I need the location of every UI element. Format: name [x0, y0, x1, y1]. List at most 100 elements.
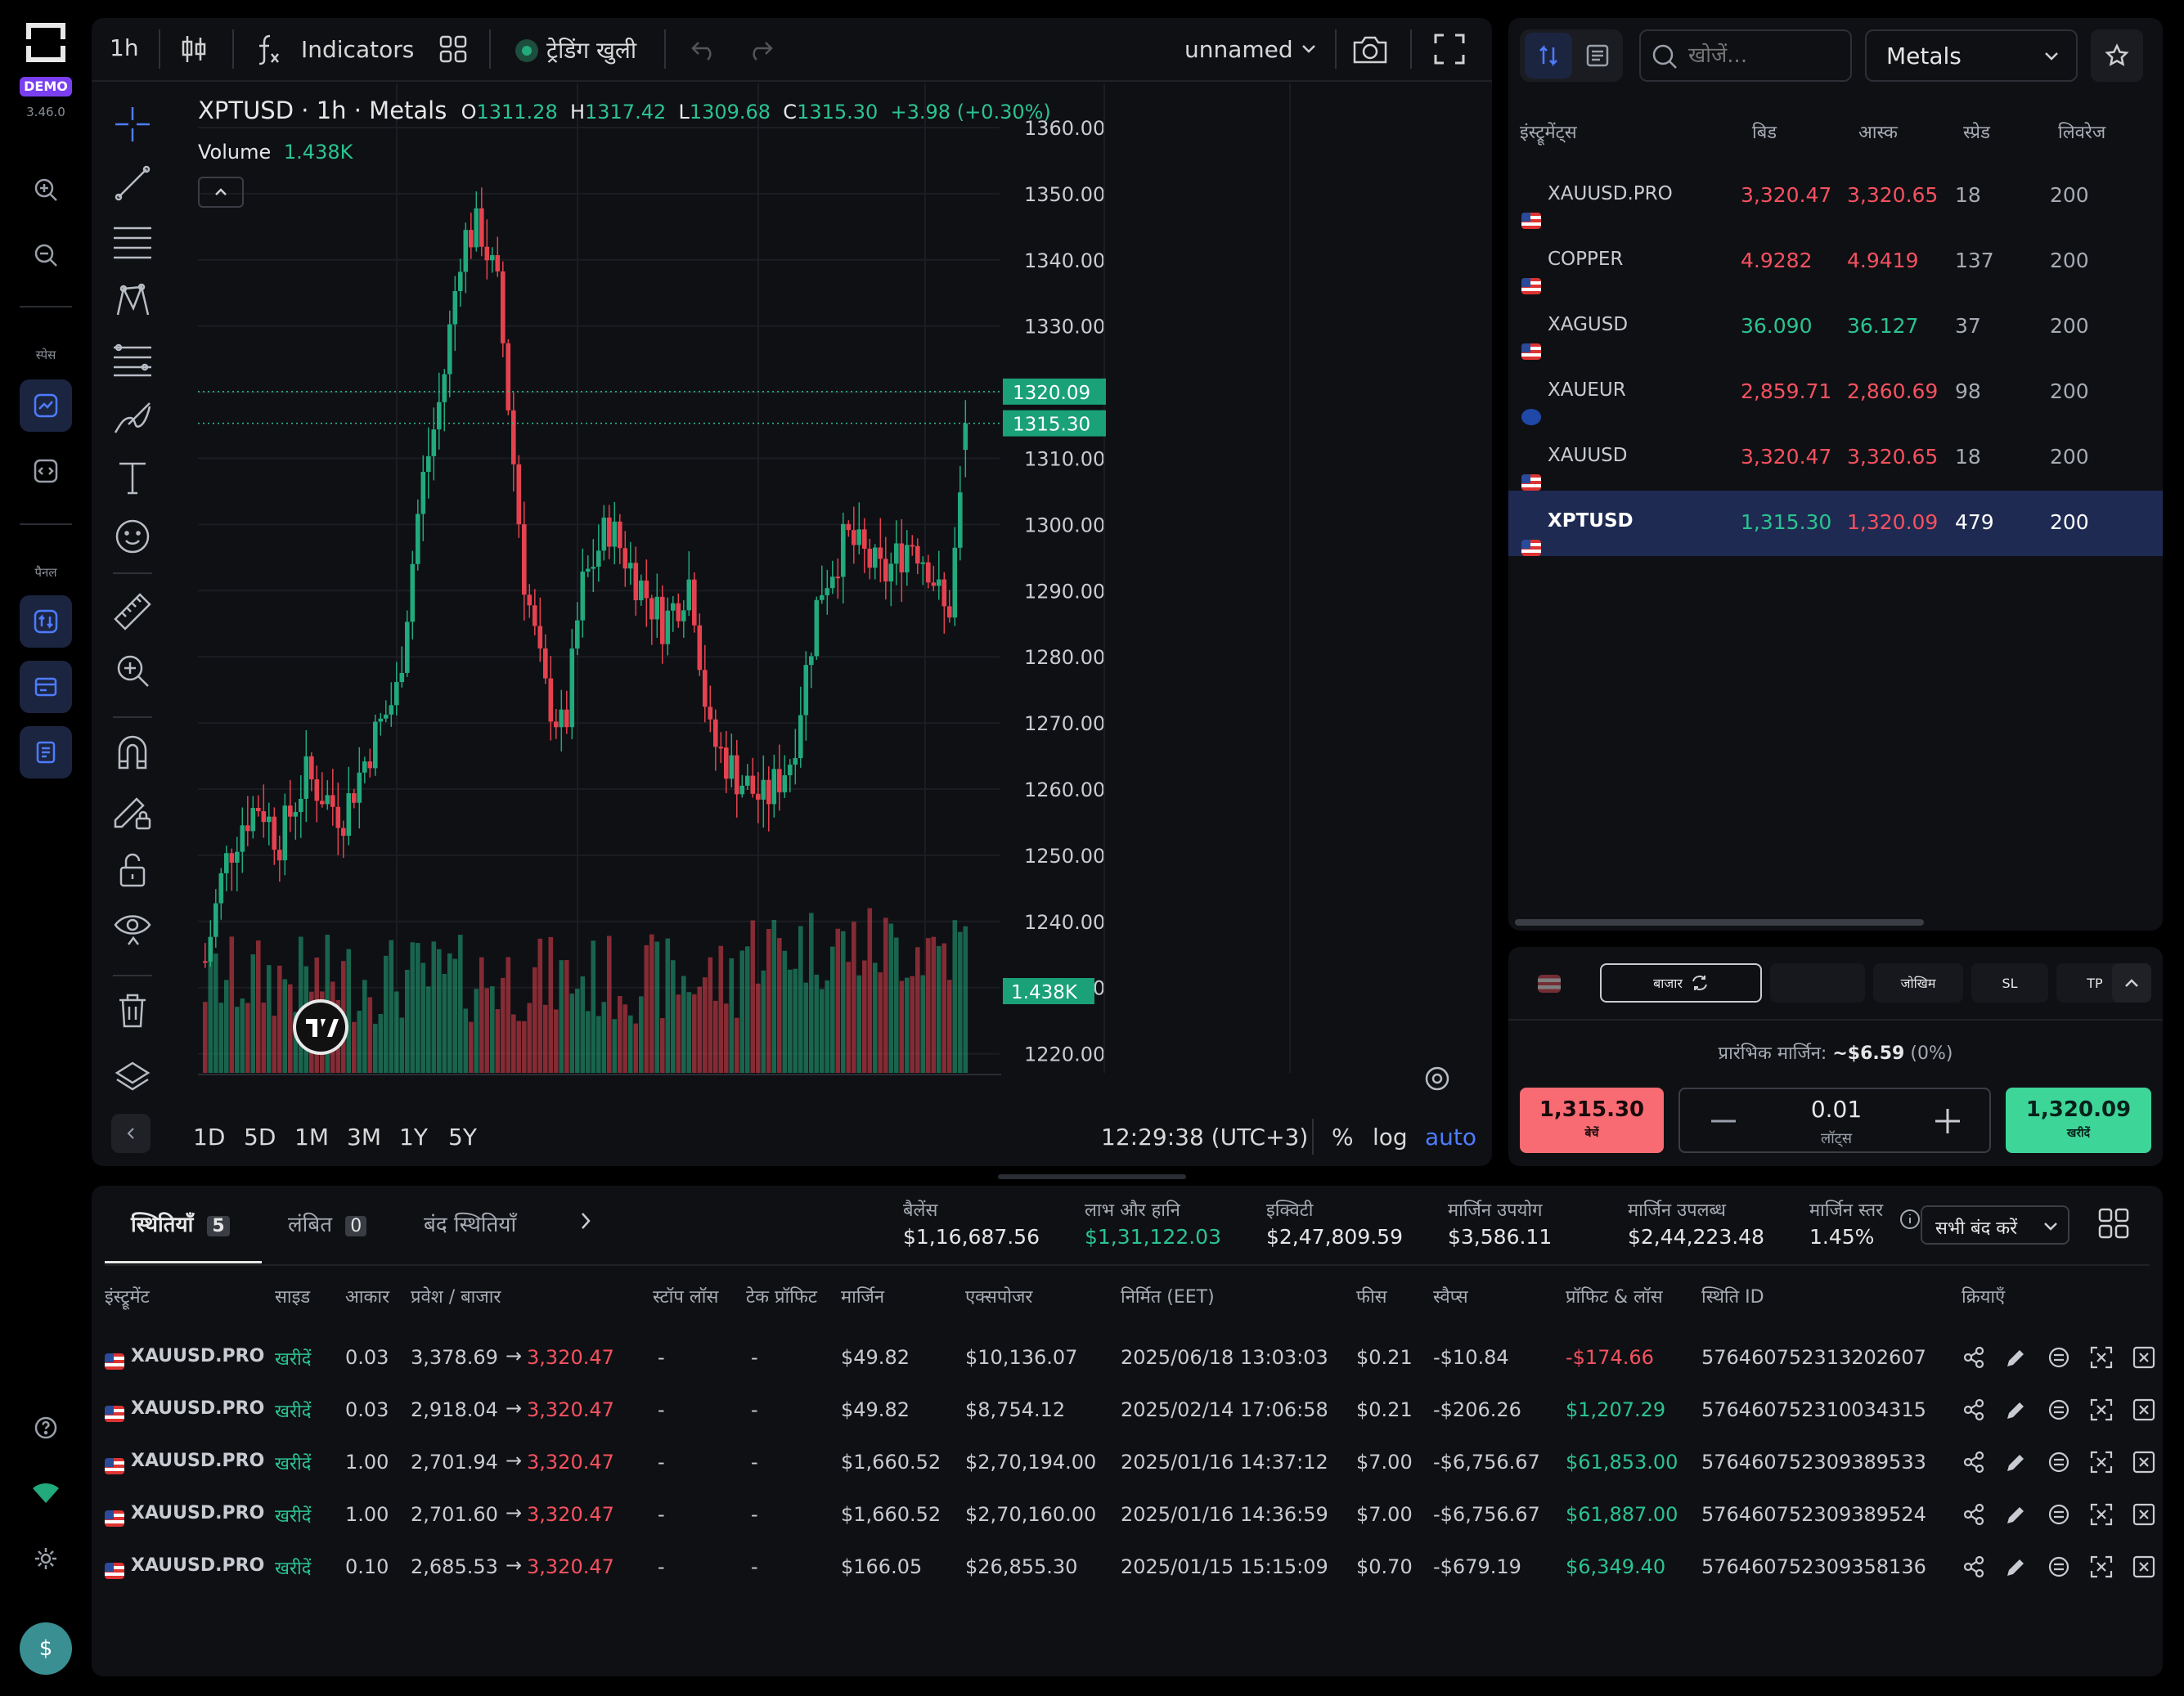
collapse-legend-button[interactable] [198, 177, 244, 208]
info-icon[interactable] [1899, 1209, 1921, 1233]
log-scale-toggle[interactable]: log [1373, 1124, 1408, 1151]
zoom-in-icon[interactable] [20, 164, 72, 216]
positions-col-header[interactable]: प्रवेश / बाजार [411, 1287, 501, 1308]
text-tool-icon[interactable] [108, 453, 157, 502]
positions-col-header[interactable]: आकार [345, 1287, 390, 1308]
limit-order-button[interactable] [1770, 963, 1865, 1003]
collapse-toolbar-button[interactable] [111, 1114, 151, 1153]
code-space-icon[interactable] [20, 445, 72, 497]
partial-close-icon[interactable] [2047, 1555, 2071, 1579]
positions-col-header[interactable]: स्टॉप लॉस [653, 1287, 719, 1308]
ruler-icon[interactable] [108, 587, 157, 636]
trade-panel-icon[interactable] [20, 595, 72, 648]
indicators-fx-icon[interactable] [255, 33, 283, 69]
range-5y[interactable]: 5Y [448, 1124, 477, 1151]
edit-pencil-icon[interactable] [2004, 1345, 2029, 1370]
range-1m[interactable]: 1M [294, 1124, 329, 1151]
undo-icon[interactable] [690, 39, 718, 64]
share-icon[interactable] [1962, 1555, 1986, 1579]
settings-gear-icon[interactable] [20, 1532, 72, 1585]
edit-pencil-icon[interactable] [2004, 1398, 2029, 1422]
partial-close-icon[interactable] [2047, 1502, 2071, 1527]
collapse-order-button[interactable] [2112, 963, 2151, 1003]
positions-col-header[interactable]: एक्सपोजर [965, 1287, 1033, 1308]
range-5d[interactable]: 5D [244, 1124, 276, 1151]
buy-button[interactable]: 1,320.09 खरीदें [2006, 1088, 2151, 1153]
positions-col-header[interactable]: साइड [275, 1287, 311, 1308]
chart-settings-gear-icon[interactable] [1423, 1065, 1451, 1096]
tab-positions[interactable]: स्थितियाँ 5 [131, 1209, 230, 1238]
news-view-icon[interactable] [1575, 33, 1620, 79]
watchlist-row[interactable]: XAUEUR 2,859.71 2,860.69 98 200 [1508, 360, 2163, 425]
positions-col-header[interactable]: फीस [1356, 1287, 1387, 1308]
lot-stepper[interactable]: 0.01 लॉट्स [1678, 1088, 1991, 1153]
share-icon[interactable] [1962, 1398, 1986, 1422]
reports-panel-icon[interactable] [20, 726, 72, 778]
watchlist-scrollbar[interactable] [1515, 919, 1924, 926]
partial-close-icon[interactable] [2047, 1450, 2071, 1474]
pattern-tool-icon[interactable] [108, 276, 157, 325]
avatar[interactable]: $ [20, 1622, 72, 1675]
partial-close-icon[interactable] [2047, 1398, 2071, 1422]
close-position-icon[interactable] [2132, 1345, 2156, 1370]
chevron-down-icon[interactable] [1301, 43, 1317, 58]
range-3m[interactable]: 3M [347, 1124, 381, 1151]
reverse-position-icon[interactable] [2089, 1345, 2114, 1370]
magnet-icon[interactable] [108, 728, 157, 777]
watchlist-row[interactable]: XAUUSD.PRO 3,320.47 3,320.65 18 200 [1508, 164, 2163, 229]
chart-space-icon[interactable] [20, 379, 72, 432]
trend-line-icon[interactable] [108, 159, 157, 208]
share-icon[interactable] [1962, 1345, 1986, 1370]
horizontal-lines-icon[interactable] [108, 218, 157, 267]
crosshair-icon[interactable] [108, 100, 157, 149]
unlock-icon[interactable] [108, 846, 157, 895]
close-all-button[interactable]: सभी बंद करें [1921, 1205, 2069, 1245]
close-position-icon[interactable] [2132, 1450, 2156, 1474]
positions-col-header[interactable]: स्वैप्स [1433, 1287, 1468, 1308]
emoji-icon[interactable] [108, 512, 157, 561]
sell-button[interactable]: 1,315.30 बेचें [1520, 1088, 1664, 1153]
range-1d[interactable]: 1D [193, 1124, 226, 1151]
search-input[interactable] [1688, 39, 1844, 72]
indicators-button[interactable]: Indicators [301, 36, 415, 63]
fullscreen-icon[interactable] [1433, 33, 1466, 69]
watchlist-row[interactable]: XAGUSD 36.090 36.127 37 200 [1508, 294, 2163, 360]
search-box[interactable] [1639, 29, 1852, 82]
range-1y[interactable]: 1Y [399, 1124, 428, 1151]
close-position-icon[interactable] [2132, 1555, 2156, 1579]
tab-closed-positions[interactable]: बंद स्थितियाँ [424, 1213, 517, 1237]
reverse-position-icon[interactable] [2089, 1450, 2114, 1474]
fib-tool-icon[interactable] [108, 335, 157, 384]
redo-icon[interactable] [746, 39, 774, 64]
share-icon[interactable] [1962, 1450, 1986, 1474]
camera-screenshot-icon[interactable] [1351, 33, 1389, 69]
sl-button[interactable]: SL [1971, 963, 2048, 1003]
edit-pencil-icon[interactable] [2004, 1555, 2029, 1579]
positions-col-header[interactable]: मार्जिन [841, 1287, 885, 1308]
positions-col-header[interactable]: क्रियाएँ [1962, 1287, 2006, 1308]
visibility-eye-icon[interactable] [108, 904, 157, 953]
object-tree-icon[interactable] [108, 1052, 157, 1101]
position-row[interactable]: XAUUSD.PRO खरीदें 1.00 2,701.60 → 3,320.47- - $… [105, 1488, 2155, 1541]
market-order-button[interactable]: बाजार [1600, 963, 1762, 1003]
brush-icon[interactable] [108, 394, 157, 443]
position-row[interactable]: XAUUSD.PRO खरीदें 1.00 2,701.94 → 3,320.47- - $… [105, 1436, 2155, 1488]
reverse-position-icon[interactable] [2089, 1398, 2114, 1422]
tab-pending[interactable]: लंबित 0 [288, 1209, 367, 1238]
position-row[interactable]: XAUUSD.PRO खरीदें 0.03 3,378.69 → 3,320.47- - $… [105, 1331, 2155, 1384]
partial-close-icon[interactable] [2047, 1345, 2071, 1370]
candle-type-icon[interactable] [180, 34, 208, 67]
reverse-position-icon[interactable] [2089, 1502, 2114, 1527]
account-panel-icon[interactable] [20, 661, 72, 713]
watchlist-row[interactable]: XPTUSD 1,315.30 1,320.09 479 200 [1508, 491, 2163, 556]
timeframe-selector[interactable]: 1h [110, 34, 139, 61]
percent-scale-toggle[interactable]: % [1332, 1124, 1354, 1151]
zoom-out-icon[interactable] [20, 229, 72, 281]
risk-button[interactable]: जोखिम [1873, 963, 1963, 1003]
chevron-right-icon[interactable] [579, 1210, 592, 1235]
app-logo[interactable] [25, 21, 67, 64]
panel-resize-handle[interactable] [998, 1174, 1186, 1179]
position-row[interactable]: XAUUSD.PRO खरीदें 0.03 2,918.04 → 3,320.47- - $… [105, 1384, 2155, 1436]
decrease-lots-icon[interactable] [1710, 1109, 1737, 1137]
positions-col-header[interactable]: निर्मित (EET) [1121, 1287, 1215, 1308]
